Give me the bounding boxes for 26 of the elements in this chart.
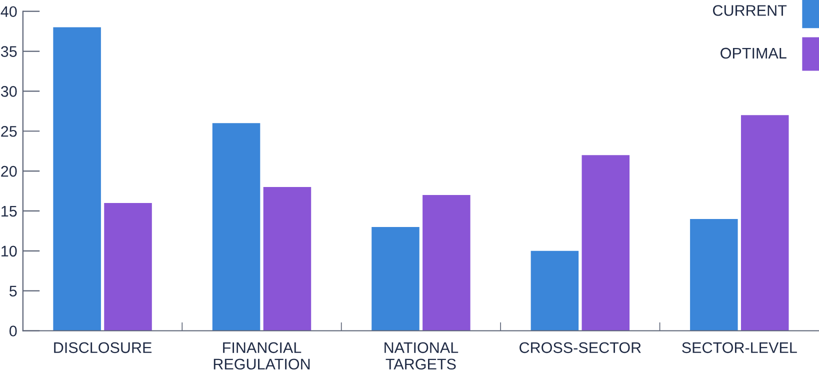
bar — [690, 218, 738, 331]
x-tick-label: NATIONAL TARGETS — [384, 342, 458, 370]
bar — [263, 187, 312, 331]
bar — [422, 195, 470, 331]
bar — [104, 202, 152, 331]
y-tick-label: 35 — [0, 46, 17, 57]
y-tick-label: 30 — [0, 86, 17, 97]
bar — [372, 226, 420, 331]
y-tick-label: 20 — [1, 166, 17, 177]
x-tick-label: CROSS-SECTOR — [520, 342, 641, 354]
legend-label: OPTIMAL — [720, 48, 786, 59]
x-tick-label: DISCLOSURE — [54, 342, 152, 354]
x-tick-label: FINANCIAL REGULATION — [214, 342, 310, 370]
y-tick-label: 40 — [0, 6, 17, 18]
legend-label: CURRENT — [713, 5, 787, 16]
bar — [582, 155, 630, 331]
bar — [53, 27, 101, 331]
y-tick-label: 15 — [2, 206, 17, 217]
bar — [530, 250, 579, 331]
y-tick-label: 5 — [9, 286, 17, 297]
bar — [740, 115, 789, 331]
y-tick-label: 0 — [9, 326, 17, 336]
x-tick-label: SECTOR-LEVEL — [682, 342, 797, 354]
bar — [212, 123, 260, 331]
y-tick-label: 10 — [2, 246, 17, 257]
y-tick-label: 25 — [1, 126, 17, 137]
